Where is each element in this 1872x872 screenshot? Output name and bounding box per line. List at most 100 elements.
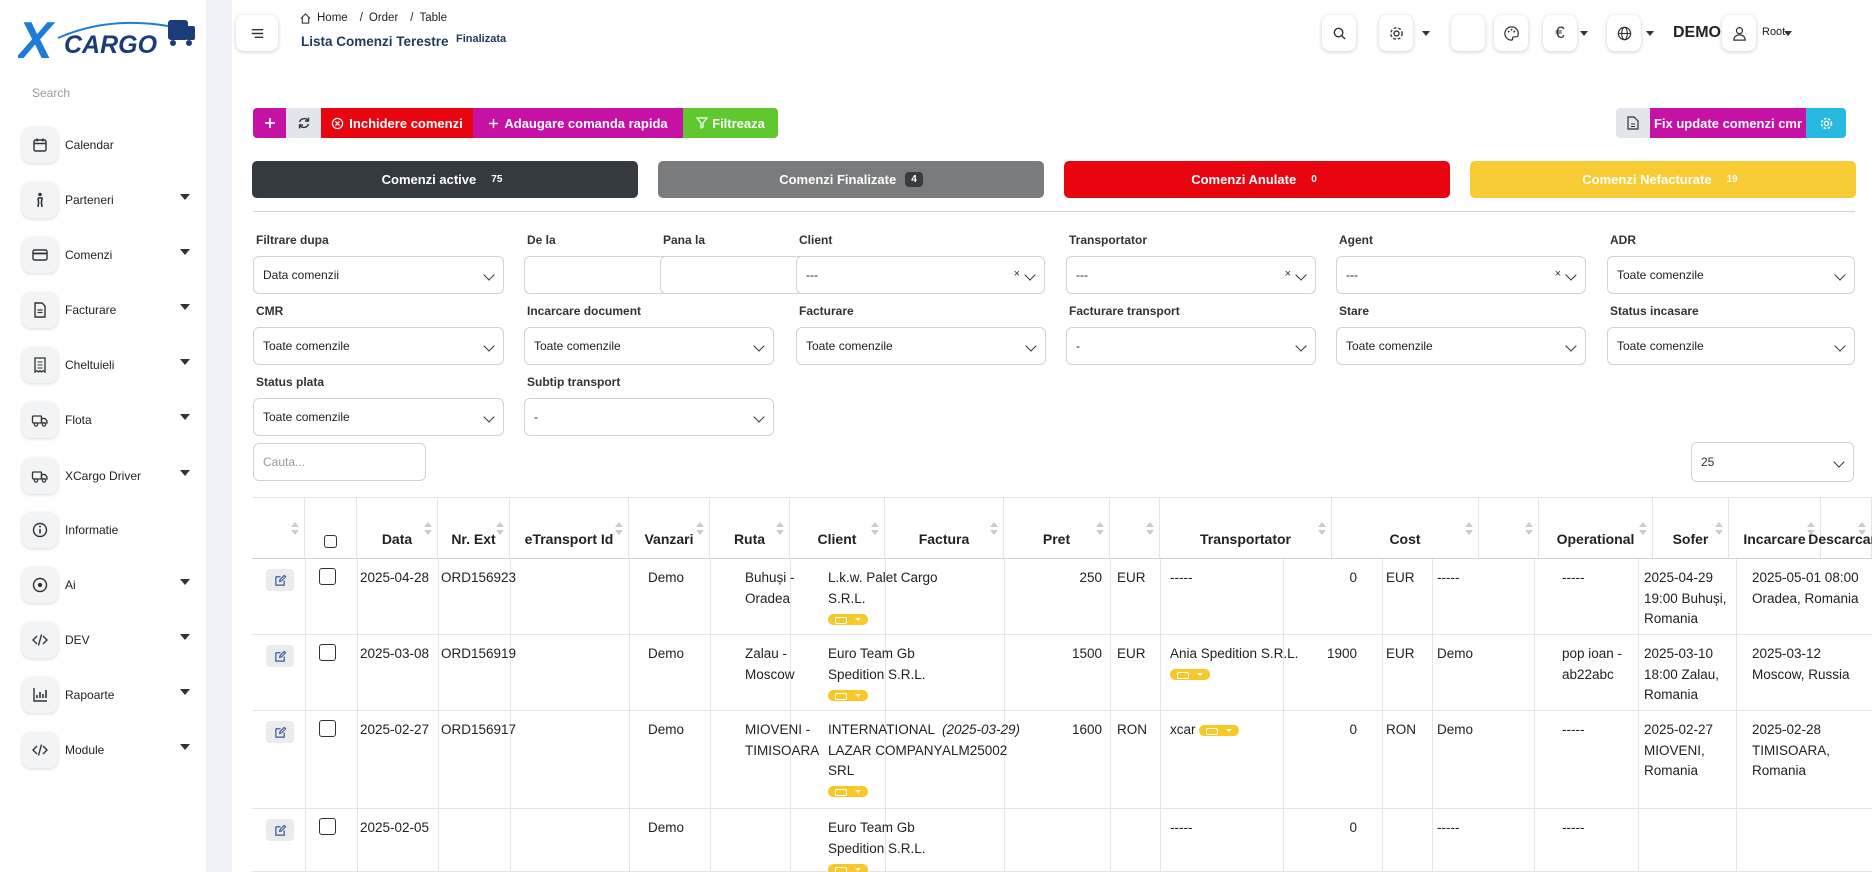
column-header-12[interactable]: Cost	[1332, 498, 1479, 558]
chevron-down-icon[interactable]	[180, 689, 190, 695]
refresh-button[interactable]	[286, 108, 321, 138]
row-checkbox[interactable]	[319, 818, 336, 835]
filter-incarcare-document-select[interactable]: Toate comenzile	[524, 327, 774, 365]
filter-cmr-select[interactable]: Toate comenzile	[253, 327, 504, 365]
carrier-tag-badge[interactable]	[1170, 669, 1210, 681]
row-checkbox[interactable]	[319, 720, 336, 737]
chevron-down-icon[interactable]	[1580, 31, 1588, 36]
chevron-down-icon[interactable]	[180, 304, 190, 310]
sidebar-item-xcargo-driver[interactable]: XCargo Driver	[22, 456, 202, 496]
table-row[interactable]: 2025-04-28 ORD156923 Demo Buhuși - Oradea L.…	[252, 559, 1872, 635]
column-header-8[interactable]: Factura	[885, 498, 1004, 558]
filter-button[interactable]: Filtreaza	[683, 108, 778, 138]
clear-icon[interactable]: ×	[1284, 268, 1291, 280]
row-checkbox[interactable]	[319, 568, 336, 585]
column-header-4[interactable]: eTransport Id	[510, 498, 629, 558]
breadcrumb-table[interactable]: Table	[419, 12, 448, 24]
table-row[interactable]: 2025-03-08 ORD156919 Demo Zalau - Moscow Eur…	[252, 635, 1872, 711]
stat-tab-2[interactable]: Comenzi Anulate 0	[1064, 161, 1450, 198]
menu-toggle-button[interactable]	[236, 15, 278, 51]
sidebar-item-comenzi[interactable]: Comenzi	[22, 235, 202, 275]
sidebar-item-module[interactable]: Module	[22, 730, 202, 770]
language-button[interactable]	[1607, 15, 1641, 51]
currency-button[interactable]: €	[1543, 15, 1577, 51]
close-orders-button[interactable]: Inchidere comenzi	[321, 108, 473, 138]
sidebar-item-calendar[interactable]: Calendar	[22, 125, 202, 165]
sidebar-item-parteneri[interactable]: Parteneri	[22, 180, 202, 220]
column-header-0[interactable]	[252, 498, 305, 558]
quick-add-button[interactable]: Adaugare comanda rapida	[473, 108, 683, 138]
sidebar-item-ai[interactable]: Ai	[22, 565, 202, 605]
filter-de-la-input[interactable]	[524, 256, 674, 294]
cell-factura[interactable]: ALM25002	[942, 742, 1008, 758]
chevron-down-icon[interactable]	[180, 414, 190, 420]
column-header-5[interactable]: Vanzari	[629, 498, 710, 558]
chevron-down-icon[interactable]	[1646, 31, 1654, 36]
column-header-9[interactable]: Pret	[1004, 498, 1110, 558]
column-header-15[interactable]: Sofer	[1653, 498, 1729, 558]
column-header-6[interactable]: Ruta	[710, 498, 790, 558]
column-header-10[interactable]	[1110, 498, 1160, 558]
row-checkbox[interactable]	[319, 644, 336, 661]
carrier-tag-badge[interactable]	[1199, 724, 1240, 736]
search-button[interactable]	[1322, 15, 1356, 51]
filter-facturare-transport-select[interactable]: -	[1066, 327, 1316, 365]
chevron-down-icon[interactable]	[180, 470, 190, 476]
chevron-down-icon[interactable]	[180, 634, 190, 640]
filter-subtip-transport-select[interactable]: -	[524, 398, 774, 436]
theme-button[interactable]	[1494, 15, 1528, 51]
chevron-down-icon[interactable]	[180, 249, 190, 255]
edit-button[interactable]	[266, 569, 294, 591]
sidebar-item-dev[interactable]: DEV	[22, 620, 202, 660]
stat-tab-3[interactable]: Comenzi Nefacturate 19	[1470, 161, 1856, 198]
clear-icon[interactable]: ×	[1554, 268, 1561, 280]
export-button[interactable]	[1616, 108, 1650, 138]
stat-tab-1[interactable]: Comenzi Finalizate 4	[658, 161, 1044, 198]
filter-agent-select[interactable]: --- ×	[1336, 256, 1586, 294]
chevron-down-icon[interactable]	[1784, 31, 1792, 36]
sidebar-item-informatie[interactable]: Informatie	[22, 510, 202, 550]
sidebar-item-facturare[interactable]: Facturare	[22, 290, 202, 330]
column-header-7[interactable]: Client	[790, 498, 885, 558]
column-header-17[interactable]: Descarcare	[1808, 498, 1872, 558]
chevron-down-icon[interactable]	[180, 359, 190, 365]
filter-stare-select[interactable]: Toate comenzile	[1336, 327, 1586, 365]
breadcrumb-order[interactable]: Order	[368, 12, 399, 24]
stat-tab-0[interactable]: Comenzi active 75	[252, 161, 638, 198]
edit-button[interactable]	[266, 721, 294, 743]
column-header-3[interactable]: Nr. Ext	[438, 498, 510, 558]
sidebar-search[interactable]: Search	[32, 86, 71, 100]
logo[interactable]: X CARGO	[15, 8, 198, 70]
settings-button[interactable]	[1379, 15, 1413, 51]
table-row[interactable]: 2025-02-05 Demo Euro Team Gb Spedition S.R…	[252, 809, 1872, 872]
filter-filtrare-dupa-select[interactable]: Data comenzii	[253, 256, 504, 294]
filter-status-incasare-select[interactable]: Toate comenzile	[1607, 327, 1855, 365]
column-header-1[interactable]	[305, 498, 357, 558]
blank-header-button[interactable]	[1451, 15, 1485, 51]
edit-button[interactable]	[266, 645, 294, 667]
clear-icon[interactable]: ×	[1013, 268, 1020, 280]
column-header-16[interactable]: Incarcare	[1729, 498, 1821, 558]
column-header-2[interactable]: Data	[357, 498, 438, 558]
fix-update-button[interactable]: Fix update comenzi cmr	[1650, 108, 1806, 138]
table-settings-button[interactable]	[1806, 108, 1846, 138]
edit-button[interactable]	[266, 819, 294, 841]
page-size-select[interactable]: 25	[1691, 442, 1854, 482]
filter-adr-select[interactable]: Toate comenzile	[1607, 256, 1855, 294]
client-tag-badge[interactable]	[828, 689, 868, 701]
sidebar-item-flota[interactable]: Flota	[22, 400, 202, 440]
client-tag-badge[interactable]	[828, 863, 868, 872]
user-name[interactable]: Root	[1762, 26, 1786, 38]
chevron-down-icon[interactable]	[1422, 31, 1430, 36]
filter-pana-la-input[interactable]	[660, 256, 810, 294]
select-all-checkbox[interactable]	[324, 535, 337, 548]
filter-status-plata-select[interactable]: Toate comenzile	[253, 398, 504, 436]
company-name[interactable]: DEMO	[1673, 24, 1721, 41]
filter-transportator-select[interactable]: --- ×	[1066, 256, 1316, 294]
column-header-14[interactable]: Operational	[1539, 498, 1653, 558]
column-header-13[interactable]	[1479, 498, 1539, 558]
breadcrumb-home[interactable]: Home	[317, 12, 348, 24]
user-button[interactable]	[1722, 15, 1756, 51]
sidebar-item-rapoarte[interactable]: Rapoarte	[22, 675, 202, 715]
client-tag-badge[interactable]	[828, 613, 868, 625]
